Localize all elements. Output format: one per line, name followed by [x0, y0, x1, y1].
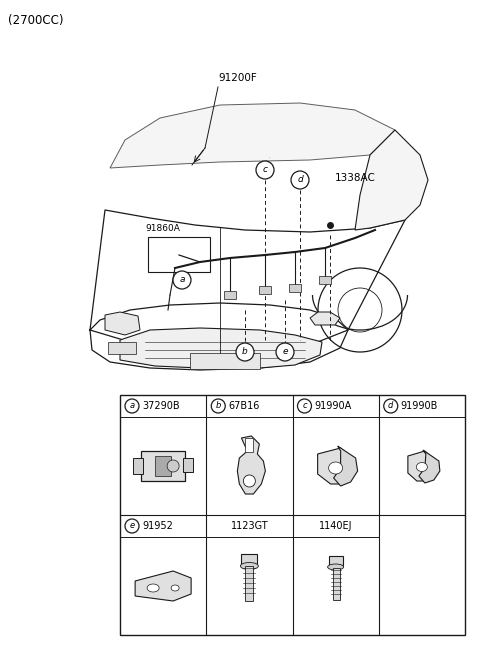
Polygon shape — [419, 450, 440, 483]
Ellipse shape — [416, 462, 427, 472]
Text: 91860A: 91860A — [145, 224, 180, 233]
Text: (2700CC): (2700CC) — [8, 14, 63, 27]
Polygon shape — [110, 103, 395, 168]
Polygon shape — [105, 312, 140, 335]
Polygon shape — [318, 448, 354, 484]
Bar — [333, 568, 340, 600]
Circle shape — [211, 399, 225, 413]
Bar — [224, 291, 236, 299]
Text: c: c — [269, 157, 270, 158]
Bar — [108, 342, 136, 354]
Polygon shape — [90, 210, 405, 350]
Polygon shape — [135, 571, 191, 601]
Text: c: c — [263, 165, 267, 174]
Bar — [141, 451, 185, 481]
Text: 37290B: 37290B — [142, 401, 180, 411]
Bar — [289, 284, 301, 292]
Text: c: c — [302, 401, 307, 411]
Bar — [120, 395, 465, 635]
Bar — [245, 438, 253, 452]
Text: d: d — [388, 401, 394, 411]
Ellipse shape — [147, 584, 159, 592]
Ellipse shape — [329, 462, 343, 474]
Circle shape — [173, 271, 191, 289]
Bar — [259, 286, 271, 294]
Circle shape — [291, 171, 309, 189]
Circle shape — [276, 343, 294, 361]
Text: d: d — [297, 176, 303, 184]
Bar — [319, 276, 331, 284]
Text: e: e — [130, 522, 134, 531]
Text: 91990A: 91990A — [314, 401, 352, 411]
Text: 1140EJ: 1140EJ — [319, 521, 352, 531]
Bar — [155, 456, 171, 476]
Polygon shape — [334, 446, 358, 486]
Bar — [148, 237, 210, 272]
Ellipse shape — [240, 562, 258, 569]
Circle shape — [167, 460, 179, 472]
Circle shape — [243, 475, 255, 487]
Text: a: a — [130, 401, 134, 411]
Circle shape — [384, 399, 398, 413]
Bar — [241, 554, 257, 564]
Ellipse shape — [171, 585, 179, 591]
Ellipse shape — [328, 564, 344, 570]
Polygon shape — [120, 328, 322, 368]
Text: 91990B: 91990B — [401, 401, 438, 411]
Polygon shape — [355, 130, 428, 230]
Bar — [133, 458, 143, 474]
Text: 1123GT: 1123GT — [230, 521, 268, 531]
Circle shape — [256, 161, 274, 179]
Circle shape — [125, 519, 139, 533]
Bar — [329, 556, 343, 565]
Text: 1338AC: 1338AC — [335, 173, 376, 183]
Text: 67B16: 67B16 — [228, 401, 260, 411]
Text: e: e — [282, 348, 288, 356]
Circle shape — [236, 343, 254, 361]
Bar — [183, 458, 193, 472]
Text: a: a — [179, 276, 185, 285]
Polygon shape — [310, 312, 340, 325]
Bar — [190, 353, 260, 369]
Circle shape — [125, 399, 139, 413]
Text: b: b — [242, 348, 248, 356]
Polygon shape — [408, 451, 437, 481]
Bar — [245, 566, 253, 601]
Text: 91200F: 91200F — [218, 73, 257, 83]
Polygon shape — [238, 436, 265, 494]
Circle shape — [298, 399, 312, 413]
Text: b: b — [216, 401, 221, 411]
Text: 91952: 91952 — [142, 521, 173, 531]
